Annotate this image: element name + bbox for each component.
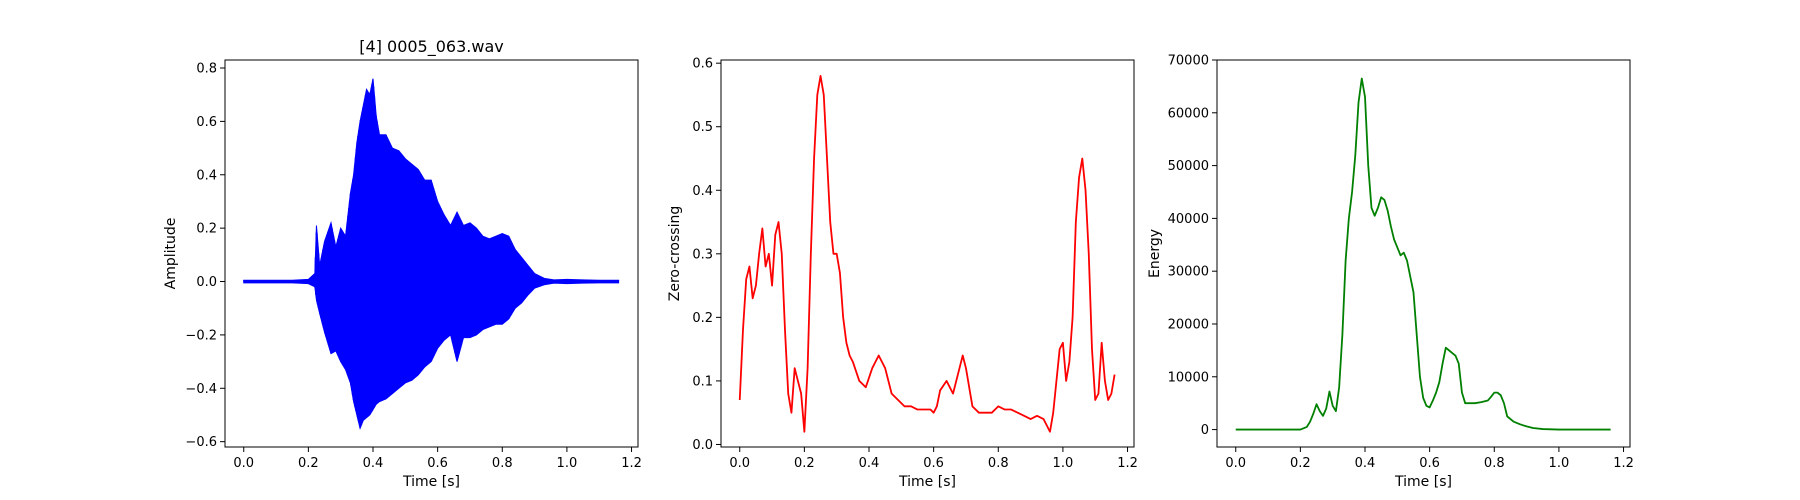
energy-y-tick-label: 10000 [1168, 370, 1209, 385]
amplitude-y-tick-label: 0.8 [196, 62, 217, 77]
zero-crossing-x-tick-label: 0.8 [988, 456, 1009, 471]
zero-crossing-y-tick-label: 0.2 [692, 311, 713, 326]
amplitude-x-tick-label: 0.8 [492, 456, 513, 471]
energy-y-tick-label: 30000 [1168, 265, 1209, 280]
energy-y-axis-label: Energy [1147, 229, 1163, 278]
zero-crossing-y-tick-label: 0.3 [692, 247, 713, 262]
zero-crossing-x-tick-label: 1.0 [1053, 456, 1074, 471]
amplitude-x-tick-label: 1.2 [621, 456, 642, 471]
amplitude-y-tick-label: −0.6 [185, 435, 217, 450]
zero-crossing-y-tick-label: 0.1 [692, 374, 713, 389]
zero-crossing-x-tick-label: 0.4 [859, 456, 880, 471]
amplitude-y-tick-label: −0.2 [185, 328, 217, 343]
zero-crossing-y-axis-label: Zero-crossing [667, 206, 683, 301]
zero-crossing-plot-area [738, 74, 1116, 433]
zero-crossing-y-tick-label: 0.5 [692, 120, 713, 135]
zero-crossing-panel: Time [s] Zero-crossing 0.0 0.2 0.4 0.6 0.8 1.… [667, 57, 1138, 490]
amplitude-y-tick-label: 0.2 [196, 222, 217, 237]
energy-x-tick-label: 0.2 [1290, 456, 1311, 471]
zero-crossing-x-tick-label: 0.0 [729, 456, 750, 471]
zero-crossing-x-tick-label: 1.2 [1117, 456, 1138, 471]
amplitude-x-axis-label: Time [s] [402, 474, 460, 490]
zero-crossing-x-tick-label: 0.6 [923, 456, 944, 471]
energy-x-tick-label: 0.4 [1355, 456, 1376, 471]
amplitude-x-tick-label: 0.2 [298, 456, 319, 471]
amplitude-x-tick-label: 0.4 [363, 456, 384, 471]
energy-x-tick-label: 1.0 [1549, 456, 1570, 471]
energy-x-tick-label: 0.0 [1225, 456, 1246, 471]
energy-y-tick-label: 50000 [1168, 159, 1209, 174]
amplitude-plot-area [243, 78, 620, 430]
amplitude-chart-title: [4] 0005_063.wav [359, 37, 503, 57]
zero-crossing-x-tick-label: 0.2 [794, 456, 815, 471]
energy-series-line [1235, 77, 1611, 431]
energy-x-tick-label: 0.6 [1419, 456, 1440, 471]
energy-y-tick-label: 70000 [1168, 54, 1209, 69]
energy-y-tick-label: 40000 [1168, 212, 1209, 227]
energy-y-tick-label: 20000 [1168, 317, 1209, 332]
zero-crossing-series-line [738, 74, 1116, 433]
amplitude-panel: [4] 0005_063.wav Time [s] Amplitude 0.0 0… [163, 37, 642, 490]
amplitude-y-tick-label: 0.6 [196, 115, 217, 130]
energy-axes-frame [1216, 59, 1631, 448]
amplitude-waveform-line [243, 79, 620, 428]
energy-y-tick-label: 60000 [1168, 106, 1209, 121]
energy-x-tick-label: 0.8 [1484, 456, 1505, 471]
amplitude-x-tick-label: 1.0 [557, 456, 578, 471]
energy-plot-area [1235, 77, 1611, 431]
amplitude-x-tick-label: 0.6 [427, 456, 448, 471]
amplitude-axes-frame [224, 59, 639, 448]
energy-y-tick-label: 0 [1201, 423, 1209, 438]
energy-x-axis-label: Time [s] [1394, 474, 1452, 490]
energy-panel: Time [s] Energy 0.0 0.2 0.4 0.6 0.8 1.0 1.2 0 10… [1147, 54, 1634, 491]
amplitude-y-tick-label: −0.4 [185, 382, 217, 397]
energy-x-tick-label: 1.2 [1613, 456, 1634, 471]
zero-crossing-x-axis-label: Time [s] [898, 474, 956, 490]
zero-crossing-y-tick-label: 0.0 [692, 438, 713, 453]
amplitude-y-tick-label: 0.4 [196, 168, 217, 183]
zero-crossing-y-tick-label: 0.6 [692, 57, 713, 72]
zero-crossing-y-tick-label: 0.4 [692, 184, 713, 199]
amplitude-y-tick-label: 0.0 [196, 275, 217, 290]
amplitude-x-tick-label: 0.0 [233, 456, 254, 471]
amplitude-y-axis-label: Amplitude [163, 218, 179, 290]
